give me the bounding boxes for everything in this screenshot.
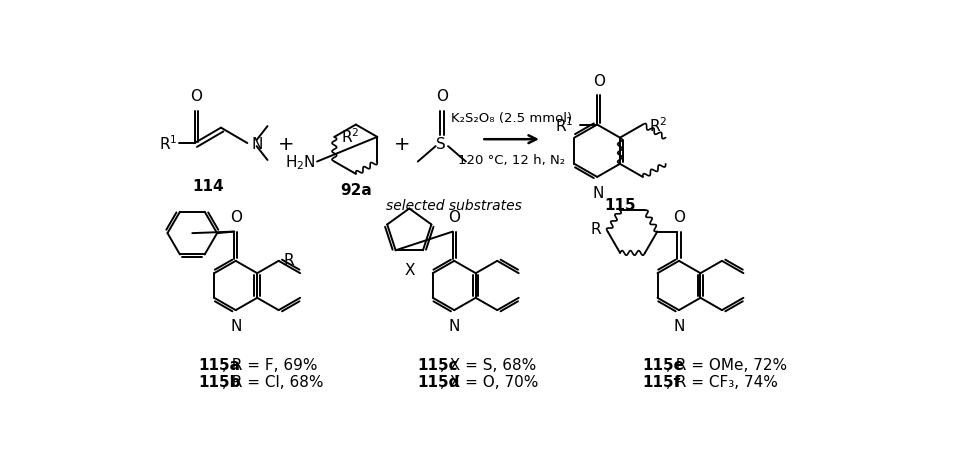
Text: O: O bbox=[229, 209, 242, 224]
Text: R$^1$: R$^1$ bbox=[159, 134, 177, 153]
Text: 115c: 115c bbox=[417, 358, 458, 373]
Text: 115f: 115f bbox=[643, 374, 681, 389]
Text: +: + bbox=[278, 134, 294, 153]
Text: O: O bbox=[448, 209, 460, 224]
Text: 115d: 115d bbox=[417, 374, 460, 389]
Text: O: O bbox=[592, 73, 605, 88]
Text: 115: 115 bbox=[604, 198, 636, 212]
Text: H$_2$N: H$_2$N bbox=[285, 153, 316, 172]
Text: R: R bbox=[284, 252, 294, 267]
Text: R$^1$: R$^1$ bbox=[556, 116, 574, 135]
Text: , R = CF₃, 74%: , R = CF₃, 74% bbox=[666, 374, 777, 389]
Text: N: N bbox=[252, 136, 263, 151]
Text: , R = F, 69%: , R = F, 69% bbox=[222, 358, 318, 373]
Text: , X = S, 68%: , X = S, 68% bbox=[440, 358, 536, 373]
Text: O: O bbox=[190, 89, 202, 104]
Text: X: X bbox=[404, 263, 414, 278]
Text: R: R bbox=[590, 222, 601, 237]
Text: N: N bbox=[674, 318, 684, 333]
Text: +: + bbox=[394, 134, 410, 153]
Text: N: N bbox=[230, 318, 241, 333]
Text: , X = O, 70%: , X = O, 70% bbox=[440, 374, 538, 389]
Text: , R = Cl, 68%: , R = Cl, 68% bbox=[222, 374, 323, 389]
Text: 115a: 115a bbox=[198, 358, 240, 373]
Text: selected substrates: selected substrates bbox=[386, 198, 522, 212]
Text: O: O bbox=[673, 209, 685, 224]
Text: 115e: 115e bbox=[643, 358, 684, 373]
Text: N: N bbox=[448, 318, 460, 333]
Text: O: O bbox=[436, 89, 448, 104]
Text: 115b: 115b bbox=[198, 374, 241, 389]
Text: 120 °C, 12 h, N₂: 120 °C, 12 h, N₂ bbox=[458, 154, 565, 167]
Text: R$^2$: R$^2$ bbox=[341, 126, 359, 145]
Text: 92a: 92a bbox=[340, 182, 372, 197]
Text: K₂S₂O₈ (2.5 mmol): K₂S₂O₈ (2.5 mmol) bbox=[451, 111, 572, 125]
Text: R$^2$: R$^2$ bbox=[649, 116, 667, 135]
Text: N: N bbox=[592, 185, 604, 200]
Text: , R = OMe, 72%: , R = OMe, 72% bbox=[666, 358, 787, 373]
Text: 114: 114 bbox=[192, 178, 224, 193]
Text: S: S bbox=[437, 136, 446, 151]
